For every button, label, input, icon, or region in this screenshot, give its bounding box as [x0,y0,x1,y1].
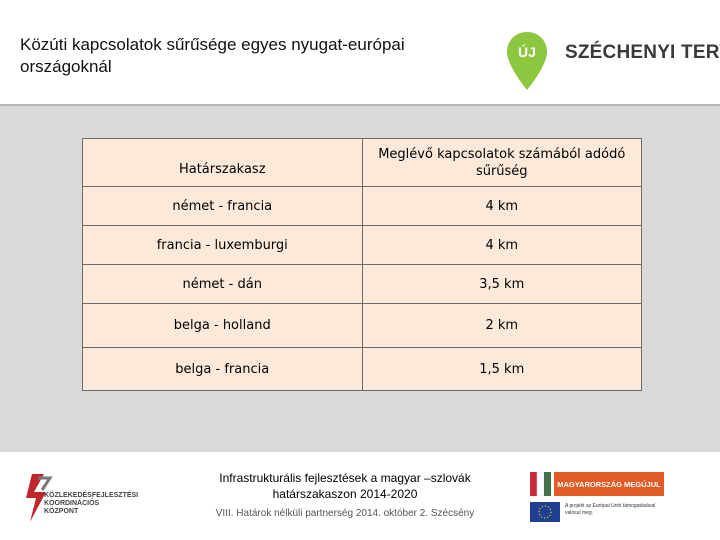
table-cell: belga - francia [82,347,363,391]
footer-subtitle: VIII. Határok nélküli partnerség 2014. o… [215,508,475,519]
logo-wordmark: SZÉCHENYI TERV [565,42,720,63]
table-row: német - dán 3,5 km [82,264,642,304]
table-row: belga - holland 2 km [82,303,642,348]
eu-flag-icon [530,502,560,522]
szechenyi-terv-logo: ÚJ SZÉCHENYI TERV [505,30,720,96]
table-row: francia - luxemburgi 4 km [82,225,642,265]
slide-title: Közúti kapcsolatok sűrűsége egyes nyugat… [20,35,405,76]
table-row: német - francia 4 km [82,186,642,226]
table-header-cell: Határszakasz [82,138,363,187]
logo-pin-text: ÚJ [518,43,536,60]
table-cell: német - dán [82,264,363,304]
eu-support-text: A projekt az Európai Unió támogatásával … [565,503,656,516]
table-header-cell: Meglévő kapcsolatok számából adódó sűrűs… [361,138,642,187]
kkk-logo-icon [26,474,53,522]
footer-title: Infrastrukturális fejlesztések a magyar … [219,471,471,501]
table-row: belga - francia 1,5 km [82,347,642,391]
table-cell: német - francia [82,186,363,226]
slide-header: Közúti kapcsolatok sűrűsége egyes nyugat… [0,0,720,106]
location-pin-icon: ÚJ [507,32,547,90]
table-header-row: Határszakasz Meglévő kapcsolatok számábó… [82,138,642,187]
data-table: Határszakasz Meglévő kapcsolatok számábó… [82,138,642,391]
slide-footer [0,452,720,540]
table-cell: 4 km [361,225,642,265]
table-cell: francia - luxemburgi [82,225,363,265]
table-cell: 1,5 km [361,347,642,391]
magyarorszag-megujul-logo-icon: MAGYARORSZÁG MEGÚJUL [530,472,664,496]
mm-banner-text: MAGYARORSZÁG MEGÚJUL [557,480,661,489]
table-cell: 4 km [361,186,642,226]
kkk-logo-text: KÖZLEKEDÉSFEJLESZTÉSI KOORDINÁCIÓS KÖZPO… [44,492,139,515]
table-cell: 3,5 km [361,264,642,304]
table-cell: belga - holland [82,303,363,348]
header-divider [0,104,720,106]
table-cell: 2 km [361,303,642,348]
